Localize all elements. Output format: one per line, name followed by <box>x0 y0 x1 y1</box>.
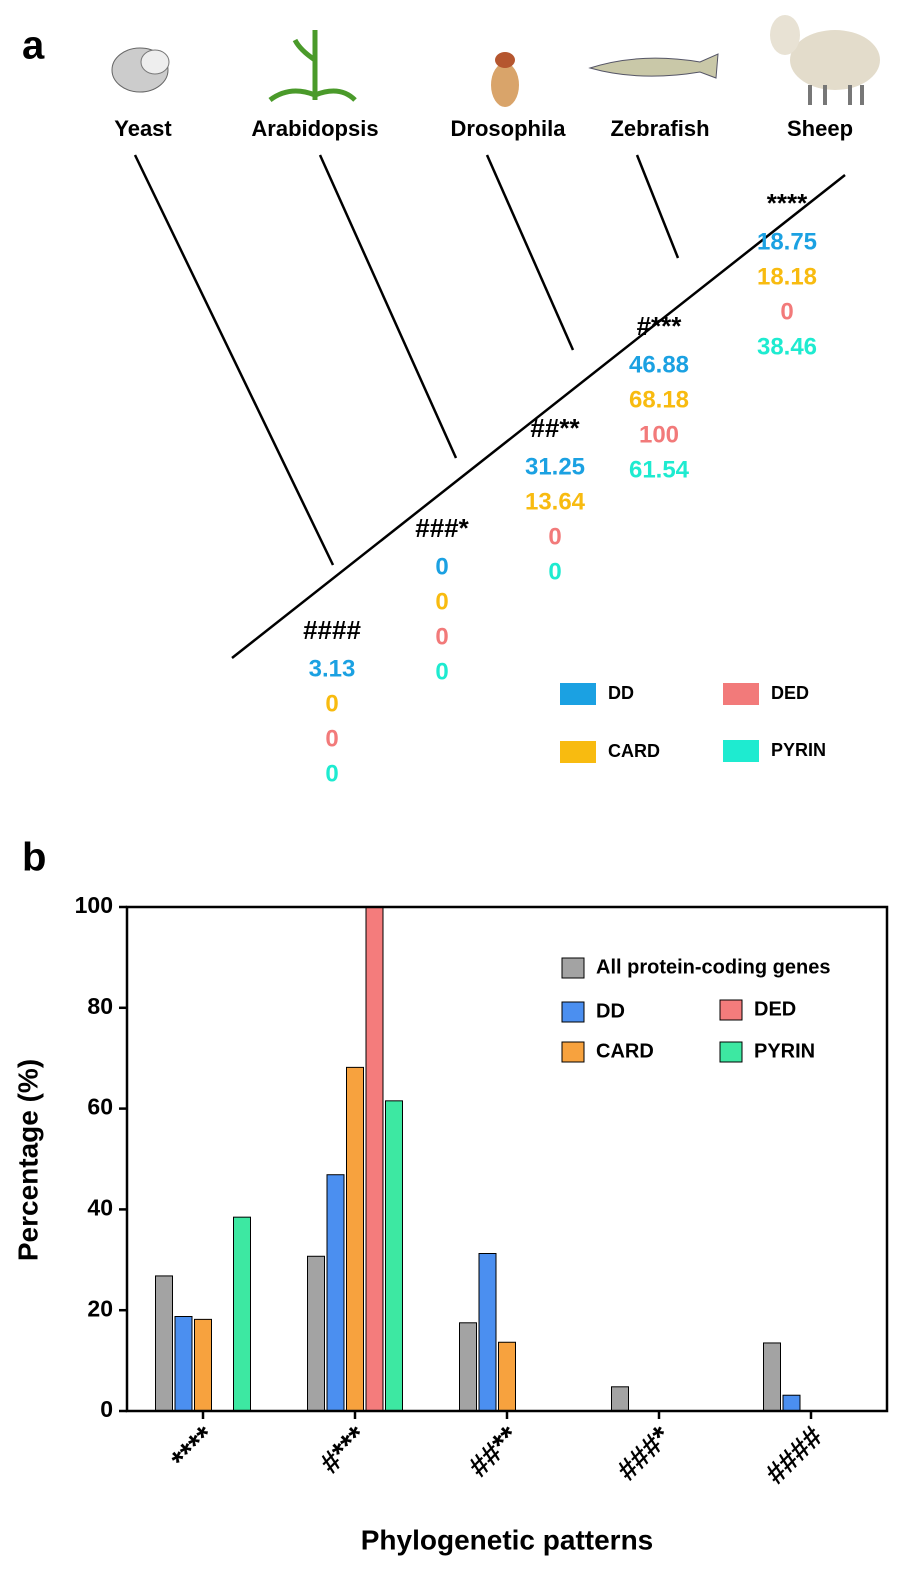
sheep-icon <box>770 15 800 55</box>
bar <box>155 1275 173 1412</box>
legend-swatch <box>723 740 759 762</box>
species-label: Zebrafish <box>610 116 709 141</box>
legend-swatch <box>561 957 585 979</box>
sheep-icon <box>808 85 864 105</box>
y-tick-label: 40 <box>87 1194 113 1220</box>
tree-trunk <box>231 174 846 659</box>
plot-frame <box>125 905 889 1413</box>
tree <box>133 154 846 659</box>
pattern-label: ##** <box>530 413 580 443</box>
y-tick-label: 100 <box>75 892 113 918</box>
y-tick-label: 20 <box>87 1295 113 1321</box>
species-label: Arabidopsis <box>251 116 378 141</box>
node-value: 0 <box>435 658 448 685</box>
bar <box>763 1342 781 1412</box>
y-tick-label: 60 <box>87 1094 113 1120</box>
node-value: 3.13 <box>309 655 356 682</box>
legend-swatch <box>719 999 743 1021</box>
bar <box>233 1216 251 1412</box>
node-value: 0 <box>325 690 338 717</box>
x-tick-label: ##** <box>462 1420 526 1484</box>
node-value: 0 <box>325 725 338 752</box>
bar <box>478 1253 497 1412</box>
fish-icon <box>588 53 719 79</box>
tree-branch <box>133 154 335 566</box>
pattern-label: ###* <box>415 513 469 543</box>
legend-label: DD <box>608 683 634 703</box>
legend-swatch <box>560 683 596 705</box>
pattern-label: #### <box>303 615 361 645</box>
yeast-icon <box>140 49 170 75</box>
tree-branch <box>635 154 680 259</box>
x-tick-label: ###* <box>611 1420 678 1487</box>
species-icons <box>111 15 880 107</box>
tree-branch <box>485 154 575 351</box>
bar <box>459 1322 477 1412</box>
bar <box>194 1318 212 1412</box>
node-value: 18.75 <box>757 228 817 255</box>
node-value: 46.88 <box>629 351 689 378</box>
y-tick-label: 80 <box>87 993 113 1019</box>
legend-label: DED <box>754 998 796 1020</box>
species-label: Sheep <box>787 116 853 141</box>
node-value: 38.46 <box>757 333 817 360</box>
legend-label: DD <box>596 1000 625 1022</box>
legend-label: All protein-coding genes <box>596 956 830 978</box>
legend-swatch <box>719 1041 743 1063</box>
node-value: 13.64 <box>525 488 586 515</box>
legend-label: DED <box>771 683 809 703</box>
bar <box>782 1394 801 1412</box>
bar <box>174 1316 193 1412</box>
node-value: 0 <box>780 298 793 325</box>
legend-label: PYRIN <box>771 740 826 760</box>
node-value: 0 <box>325 760 338 787</box>
node-value: 68.18 <box>629 386 689 413</box>
tree-branch <box>318 154 458 459</box>
node-value: 0 <box>548 558 561 585</box>
node-value: 31.25 <box>525 453 585 480</box>
bar <box>326 1174 345 1412</box>
x-axis-title: Phylogenetic patterns <box>361 1524 654 1555</box>
node-value: 61.54 <box>629 456 690 483</box>
plant-icon <box>268 30 357 103</box>
pattern-label: #*** <box>637 311 683 341</box>
legend-label: CARD <box>596 1040 654 1062</box>
bar <box>365 906 384 1412</box>
legend-swatch <box>561 1041 585 1063</box>
x-tick-label: **** <box>165 1420 222 1477</box>
bar <box>498 1341 516 1412</box>
panel-label: b <box>22 836 46 880</box>
node-value: 0 <box>435 588 448 615</box>
bar <box>611 1386 629 1412</box>
panel-label: a <box>22 24 45 68</box>
pattern-label: **** <box>767 188 808 218</box>
x-tick-label: #### <box>759 1420 830 1491</box>
fly-icon <box>495 52 515 68</box>
legend-label: CARD <box>608 741 660 761</box>
bar <box>346 1066 364 1412</box>
node-value: 18.18 <box>757 263 817 290</box>
node-value: 0 <box>435 623 448 650</box>
legend-swatch <box>560 741 596 763</box>
sheep-icon <box>790 30 880 90</box>
node-value: 100 <box>639 421 679 448</box>
species-label: Yeast <box>114 116 172 141</box>
node-value: 0 <box>548 523 561 550</box>
x-tick-label: #*** <box>314 1420 374 1480</box>
legend-swatch <box>561 1001 585 1023</box>
fly-icon <box>491 63 519 107</box>
species-label: Drosophila <box>451 116 567 141</box>
legend-swatch <box>723 683 759 705</box>
y-axis-title: Percentage (%) <box>12 1059 43 1261</box>
bar <box>385 1100 403 1412</box>
y-tick-label: 0 <box>100 1396 113 1422</box>
bar <box>307 1255 325 1412</box>
legend-label: PYRIN <box>754 1040 815 1062</box>
node-value: 0 <box>435 553 448 580</box>
